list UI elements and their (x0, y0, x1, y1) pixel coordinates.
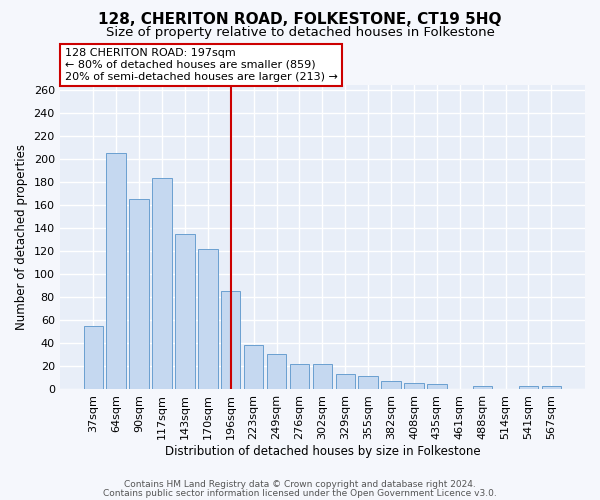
Bar (221, 292, 241, 389)
Bar (175, 234, 194, 389)
X-axis label: Distribution of detached houses by size in Folkestone: Distribution of detached houses by size … (164, 444, 480, 458)
Bar (290, 364, 309, 389)
Bar (152, 178, 172, 389)
Bar (382, 381, 401, 389)
Bar (106, 154, 126, 389)
Text: Contains public sector information licensed under the Open Government Licence v3: Contains public sector information licen… (103, 489, 497, 498)
Bar (130, 200, 149, 389)
Bar (244, 346, 263, 389)
Bar (358, 376, 378, 389)
Bar (473, 386, 493, 389)
Bar (427, 384, 446, 389)
Text: Size of property relative to detached houses in Folkestone: Size of property relative to detached ho… (106, 26, 494, 39)
Y-axis label: Number of detached properties: Number of detached properties (15, 144, 28, 330)
Bar (519, 386, 538, 389)
Bar (404, 383, 424, 389)
Text: Contains HM Land Registry data © Crown copyright and database right 2024.: Contains HM Land Registry data © Crown c… (124, 480, 476, 489)
Bar (313, 364, 332, 389)
Bar (542, 386, 561, 389)
Bar (198, 249, 218, 389)
Bar (335, 374, 355, 389)
Text: 128 CHERITON ROAD: 197sqm
← 80% of detached houses are smaller (859)
20% of semi: 128 CHERITON ROAD: 197sqm ← 80% of detac… (65, 48, 338, 82)
Bar (83, 326, 103, 389)
Bar (267, 354, 286, 389)
Text: 128, CHERITON ROAD, FOLKESTONE, CT19 5HQ: 128, CHERITON ROAD, FOLKESTONE, CT19 5HQ (98, 12, 502, 28)
